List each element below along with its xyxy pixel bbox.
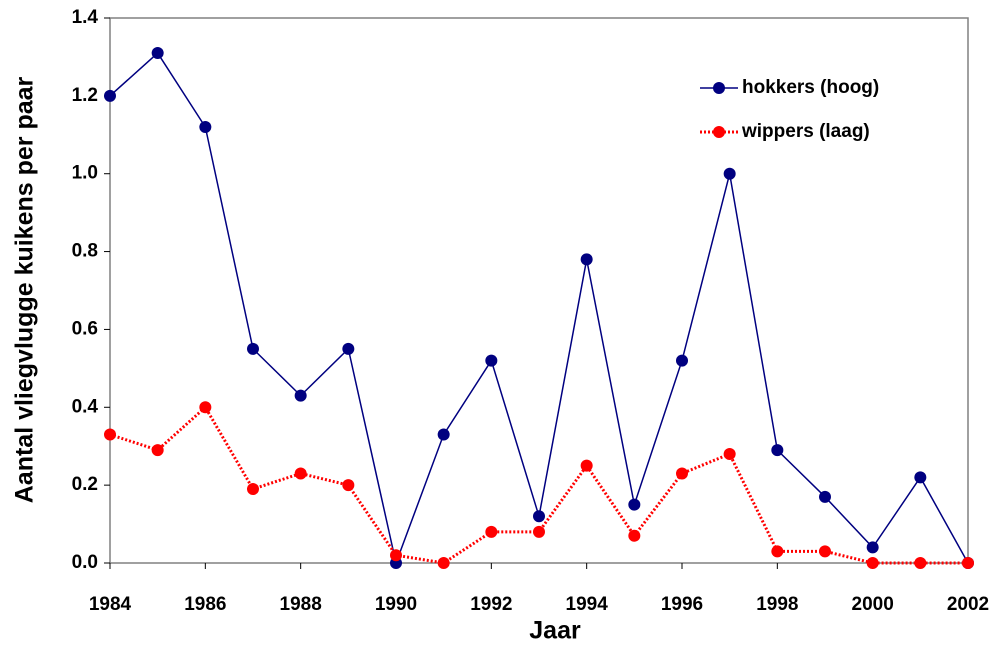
data-point xyxy=(628,498,641,511)
data-point xyxy=(676,467,688,480)
y-tick-label: 0.6 xyxy=(72,318,98,339)
data-point xyxy=(437,557,450,569)
data-point xyxy=(819,490,831,503)
data-point xyxy=(485,525,498,538)
x-tick-label: 1984 xyxy=(89,594,132,615)
data-point xyxy=(104,428,116,441)
legend-label: wippers (laag) xyxy=(741,121,870,142)
data-point xyxy=(628,529,641,542)
data-point xyxy=(437,428,450,441)
data-point xyxy=(390,549,402,562)
x-tick-label: 1994 xyxy=(566,594,609,615)
x-tick-label: 1992 xyxy=(470,594,512,615)
data-point xyxy=(962,557,974,569)
x-tick-label: 1986 xyxy=(184,594,226,615)
data-point xyxy=(819,545,831,558)
data-point xyxy=(294,467,307,480)
y-axis-label: Aantal vliegvlugge kuikens per paar xyxy=(11,76,39,503)
x-tick-label: 1990 xyxy=(375,594,417,615)
x-tick-label: 1998 xyxy=(756,594,798,615)
data-point xyxy=(914,557,927,569)
data-point xyxy=(151,47,164,60)
data-point xyxy=(723,448,736,460)
data-point xyxy=(104,89,116,102)
y-tick-label: 0.8 xyxy=(72,241,98,262)
data-point xyxy=(533,510,545,523)
data-point xyxy=(247,483,259,496)
legend-marker xyxy=(713,126,725,138)
data-point xyxy=(771,545,784,558)
x-tick-label: 1996 xyxy=(661,594,703,615)
data-point xyxy=(580,253,593,266)
x-tick-label: 2002 xyxy=(947,594,989,615)
data-point xyxy=(723,167,736,180)
data-point xyxy=(342,342,355,355)
plot-frame xyxy=(109,17,969,564)
legend-marker xyxy=(713,82,725,94)
data-point xyxy=(199,401,212,414)
y-tick-label: 0.0 xyxy=(72,552,98,573)
data-point xyxy=(866,541,879,554)
data-point xyxy=(771,444,784,457)
data-point xyxy=(914,471,927,484)
series-line xyxy=(109,404,968,565)
y-tick-label: 0.2 xyxy=(72,474,98,495)
data-point xyxy=(151,444,164,457)
y-tick-label: 0.4 xyxy=(72,396,99,417)
data-point xyxy=(676,354,688,367)
data-point xyxy=(294,389,307,402)
data-point xyxy=(866,557,879,569)
data-point xyxy=(199,121,212,133)
y-tick-label: 1.0 xyxy=(72,163,98,184)
data-point xyxy=(485,354,498,367)
x-axis-label: Jaar xyxy=(529,617,581,645)
data-point xyxy=(342,479,355,492)
data-point xyxy=(533,525,545,538)
y-tick-label: 1.4 xyxy=(72,7,99,28)
y-tick-label: 1.2 xyxy=(72,85,98,106)
x-tick-label: 2000 xyxy=(852,594,894,615)
data-point xyxy=(580,459,593,472)
x-tick-label: 1988 xyxy=(280,594,322,615)
data-point xyxy=(247,342,259,355)
legend-label: hokkers (hoog) xyxy=(742,77,879,98)
